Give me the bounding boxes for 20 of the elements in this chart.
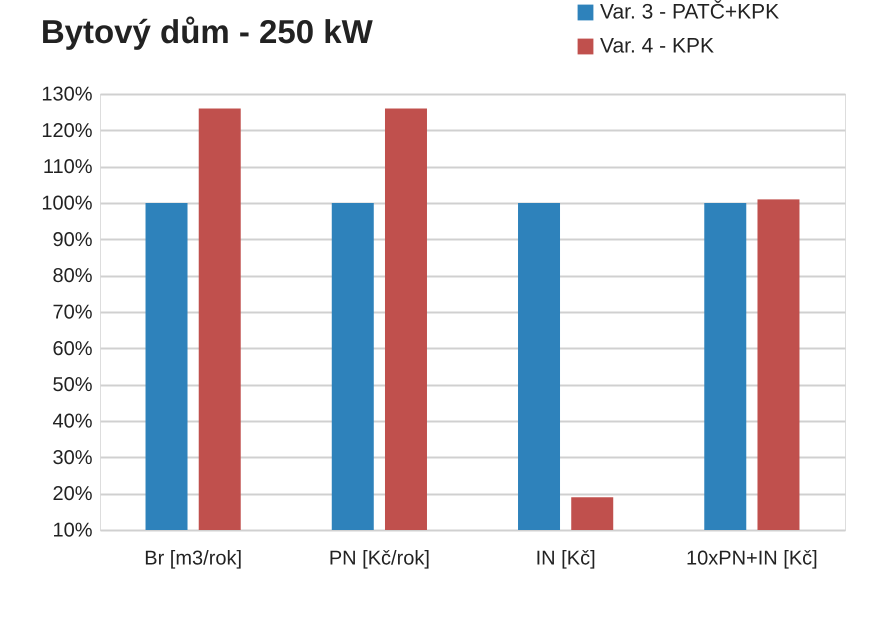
y-tick-label: 20% bbox=[52, 483, 93, 506]
y-tick-label: 10% bbox=[52, 520, 93, 542]
y-tick-label: 50% bbox=[52, 374, 93, 396]
y-tick-label: 100% bbox=[41, 192, 93, 214]
x-tick-label: 10xPN+IN [Kč] bbox=[686, 548, 818, 570]
y-tick-label: 130% bbox=[41, 84, 93, 106]
y-tick-label: 40% bbox=[52, 410, 93, 432]
x-tick-label: PN [Kč/rok] bbox=[328, 548, 430, 570]
y-tick-label: 70% bbox=[52, 302, 93, 324]
x-tick-label: IN [Kč] bbox=[536, 548, 596, 570]
x-tick-label: Br [m3/rok] bbox=[144, 548, 242, 570]
legend-label: Var. 3 - PATČ+KPK bbox=[600, 0, 780, 24]
legend-label: Var. 4 - KPK bbox=[600, 34, 714, 58]
y-tick-label: 80% bbox=[52, 265, 93, 288]
y-tick-label: 60% bbox=[52, 338, 93, 360]
y-tick-label: 120% bbox=[41, 120, 93, 142]
y-tick-label: 110% bbox=[42, 156, 93, 178]
y-tick-label: 30% bbox=[52, 446, 93, 469]
y-tick-label: 90% bbox=[52, 228, 93, 251]
chart-title: Bytový dům - 250 kW bbox=[40, 13, 374, 50]
